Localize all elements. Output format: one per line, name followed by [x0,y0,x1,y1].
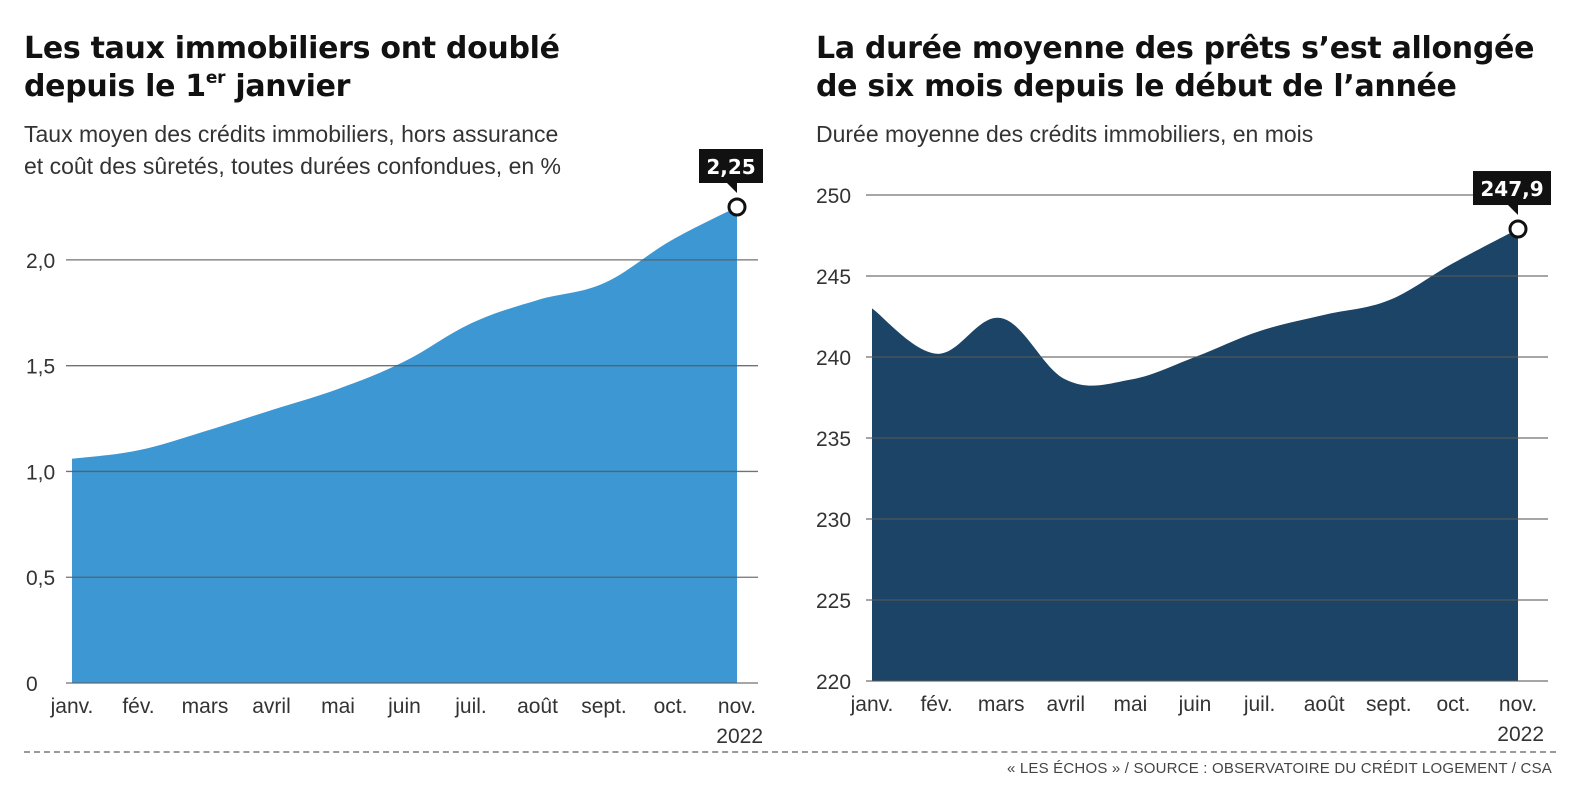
duration-xtick-label: avril [1047,693,1086,716]
chart-subtitle-duration: Durée moyenne des crédits immobiliers, e… [816,118,1313,150]
chart-title-duration-line2: de six mois depuis le début de l’année [816,69,1457,104]
rates-xtick-label: fév. [122,695,154,718]
duration-xtick-label: oct. [1436,693,1470,716]
duration-ytick-label: 235 [816,428,851,451]
duration-xtick-label: août [1304,693,1345,716]
rates-ytick-label: 1,0 [26,461,55,484]
source-credit: « LES ÉCHOS » / SOURCE : OBSERVATOIRE DU… [1006,760,1552,777]
chart-title-rates: Les taux immobiliers ont doublé depuis l… [24,30,560,106]
duration-callout: 247,9 [1473,171,1551,216]
rates-xtick-label: juin [387,695,421,718]
duration-ytick-label: 250 [816,185,851,208]
chart-title-duration-line1: La durée moyenne des prêts s’est allongé… [816,31,1535,66]
duration-year-label: 2022 [1497,723,1544,746]
duration-ytick-label: 230 [816,509,851,532]
rates-callout-box [699,149,763,183]
duration-xtick-label: juin [1178,693,1212,716]
duration-xtick-label: mars [978,693,1025,716]
duration-ytick-label: 225 [816,590,851,613]
rates-ytick-label: 1,5 [26,356,55,379]
duration-area [872,229,1518,681]
rates-xtick-label: janv. [50,695,94,718]
subtitle-line1: Durée moyenne des crédits immobiliers, e… [816,121,1314,147]
chart-panel-duration: La durée moyenne des prêts s’est allongé… [790,0,1580,760]
rates-xtick-label: juil. [454,695,487,718]
duration-ytick-label: 220 [816,671,851,694]
chart-subtitle-rates: Taux moyen des crédits immobiliers, hors… [24,118,664,182]
rates-xtick-label: mars [182,695,229,718]
footer-divider [24,751,1556,753]
rates-xtick-label: sept. [581,695,627,718]
rates-xtick-label: août [517,695,558,718]
rates-xtick-label: oct. [654,695,688,718]
chart-title-rates-line2: depuis le 1er janvier [24,68,560,106]
rates-xtick-label: avril [252,695,291,718]
duration-last-point-marker [1508,219,1528,239]
chart-panel-rates: Les taux immobiliers ont doublé depuis l… [0,0,790,760]
duration-xtick-label: mai [1113,693,1147,716]
chart-rates-plot: 0 0,5 1,0 1,5 2,0 janv. fév. mars avril mai juin ju… [26,149,763,748]
subtitle-line1: Taux moyen des crédits immobiliers, hors… [24,121,559,147]
title-suffix: janvier [225,69,351,104]
duration-xtick-label: fév. [920,693,952,716]
rates-ytick-label: 0,5 [26,567,55,590]
subtitle-line2: et coût des sûretés, toutes durées confo… [24,153,562,179]
duration-xtick-label: nov. [1499,693,1537,716]
duration-xtick-label: juil. [1243,693,1276,716]
rates-callout-value: 2,25 [706,155,755,179]
title-prefix: depuis le 1 [24,69,206,104]
duration-callout-value: 247,9 [1480,177,1543,201]
chart-title-rates-line1: Les taux immobiliers ont doublé [24,31,560,66]
rates-callout-pointer [727,183,737,193]
title-superscript: er [205,68,226,88]
duration-xtick-label: janv. [850,693,894,716]
rates-year-label: 2022 [716,725,763,748]
chart-title-duration: La durée moyenne des prêts s’est allongé… [816,30,1534,106]
duration-ytick-label: 240 [816,347,851,370]
rates-xtick-label: mai [321,695,355,718]
duration-callout-box [1473,171,1551,206]
rates-ytick-label: 2,0 [26,250,55,273]
duration-ytick-label: 245 [816,266,851,289]
rates-xtick-label: nov. [718,695,756,718]
chart-duration-plot: 220 225 230 235 240 245 250 janv. fév. mars avril m… [816,171,1551,746]
rates-area [72,207,737,683]
rates-callout: 2,25 [699,149,763,193]
rates-last-point-marker [727,197,747,217]
duration-xtick-label: sept. [1366,693,1412,716]
rates-ytick-label: 0 [26,673,38,696]
duration-callout-pointer [1508,205,1518,216]
